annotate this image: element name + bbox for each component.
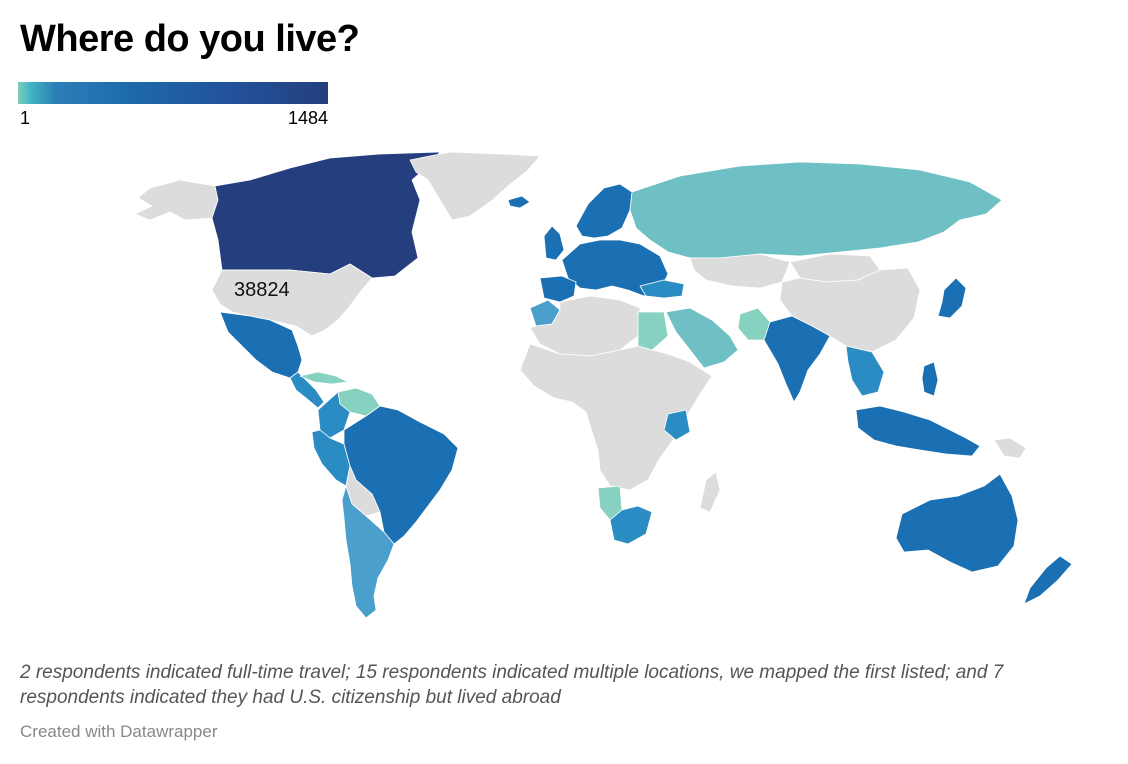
region-usa[interactable] bbox=[211, 263, 373, 337]
region-uk[interactable] bbox=[543, 225, 565, 261]
region-iceland[interactable] bbox=[507, 195, 531, 209]
chart-title: Where do you live? bbox=[20, 18, 360, 60]
region-canada[interactable] bbox=[211, 151, 441, 279]
usa-value-label: 38824 bbox=[234, 279, 290, 301]
region-philippines[interactable] bbox=[921, 361, 939, 397]
color-legend: 1 1484 bbox=[18, 82, 328, 130]
region-australia[interactable] bbox=[895, 473, 1019, 573]
asia bbox=[629, 161, 1027, 459]
region-alaska[interactable] bbox=[134, 179, 219, 221]
south-america bbox=[311, 387, 459, 619]
region-central-america[interactable] bbox=[289, 371, 325, 409]
legend-labels: 1 1484 bbox=[18, 108, 328, 130]
legend-max-label: 1484 bbox=[287, 108, 328, 128]
legend-gradient-bar bbox=[18, 82, 328, 104]
region-iberia[interactable] bbox=[539, 275, 577, 303]
region-kenya[interactable] bbox=[663, 409, 691, 441]
region-arabia[interactable] bbox=[665, 307, 739, 369]
region-africa[interactable] bbox=[519, 343, 713, 491]
region-russia[interactable] bbox=[629, 161, 1003, 259]
region-japan[interactable] bbox=[937, 277, 967, 319]
europe bbox=[507, 183, 685, 303]
region-turkey[interactable] bbox=[639, 279, 685, 299]
oceania bbox=[895, 473, 1073, 605]
region-new-zealand[interactable] bbox=[1023, 555, 1073, 605]
legend-min-label: 1 bbox=[20, 108, 31, 128]
region-chile-argentina[interactable] bbox=[341, 485, 395, 619]
footnote: 2 respondents indicated full-time travel… bbox=[20, 662, 1004, 708]
region-southeast-asia[interactable] bbox=[845, 345, 885, 397]
region-madagascar[interactable] bbox=[699, 471, 721, 513]
region-southern-africa[interactable] bbox=[609, 505, 653, 545]
region-scandinavia[interactable] bbox=[575, 183, 633, 239]
region-caribbean[interactable] bbox=[299, 371, 349, 385]
region-greenland[interactable] bbox=[409, 151, 541, 221]
africa bbox=[519, 295, 721, 545]
north-america bbox=[134, 151, 541, 409]
world-map: 38824 bbox=[134, 151, 1073, 619]
region-kazakhstan[interactable] bbox=[689, 253, 791, 289]
region-egypt[interactable] bbox=[637, 311, 669, 351]
region-indonesia[interactable] bbox=[855, 405, 981, 457]
credit-line: Created with Datawrapper bbox=[20, 722, 218, 741]
region-india[interactable] bbox=[763, 315, 831, 403]
region-papua[interactable] bbox=[993, 437, 1027, 459]
